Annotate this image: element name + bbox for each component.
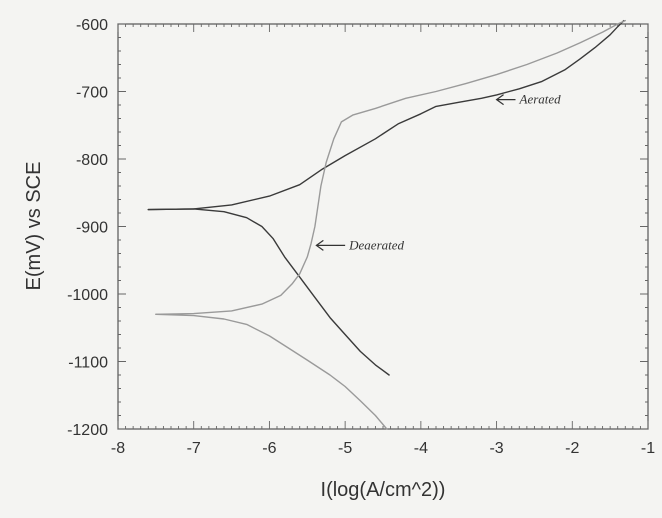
y-tick-label: -800	[76, 152, 108, 169]
x-tick-label: -3	[489, 440, 503, 457]
series-line-deaerated	[155, 19, 626, 315]
series-line-deaerated-cathodic	[155, 313, 388, 430]
x-tick-labels: -8 -7 -6 -5 -4 -3 -2 -1	[111, 440, 655, 457]
annotation-label: Deaerated	[348, 237, 404, 252]
x-tick-label: -7	[187, 440, 201, 457]
annotation-label: Aerated	[519, 92, 562, 107]
series-layer	[147, 19, 626, 430]
x-tick-label: -1	[641, 440, 655, 457]
y-tick-label: -1100	[68, 355, 108, 372]
y-tick-label: -900	[76, 220, 108, 237]
x-tick-label: -5	[338, 440, 352, 457]
x-tick-label: -8	[111, 440, 125, 457]
y-axis-label: E(mV) vs SCE	[23, 162, 45, 291]
y-tick-label: -1000	[67, 287, 108, 304]
y-tick-labels: -600 -700 -800 -900 -1000 -1100 -1200	[67, 17, 108, 439]
y-tick-label: -1200	[67, 422, 108, 439]
x-tick-label: -6	[262, 440, 276, 457]
annotation-arrow	[495, 94, 516, 106]
series-line-aerated	[147, 19, 625, 211]
annotations: Aerated Deaerated	[315, 92, 562, 252]
ticks	[117, 23, 649, 430]
plot-frame	[117, 23, 649, 430]
x-tick-label: -4	[414, 440, 428, 457]
y-tick-label: -600	[76, 17, 108, 34]
annotation-arrow	[315, 239, 346, 251]
tick-marks	[117, 23, 649, 430]
series-line-aerated-cathodic	[147, 208, 390, 376]
y-tick-label: -700	[76, 85, 108, 102]
x-axis-label: I(log(A/cm^2))	[321, 479, 446, 501]
x-tick-label: -2	[565, 440, 579, 457]
